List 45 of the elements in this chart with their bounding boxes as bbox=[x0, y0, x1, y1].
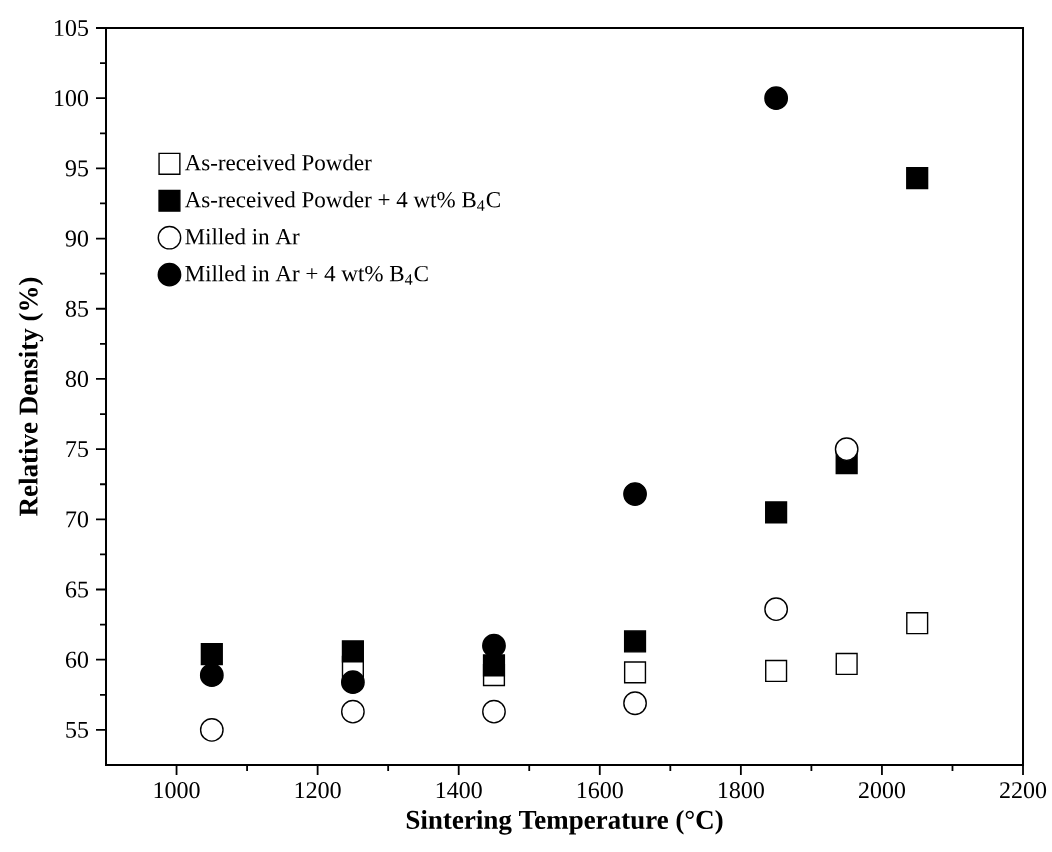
point bbox=[764, 86, 789, 111]
x-tick-label: 1800 bbox=[718, 782, 764, 799]
point bbox=[834, 437, 859, 462]
y-tick-label: 55 bbox=[66, 721, 89, 738]
point bbox=[341, 670, 365, 695]
x-tick-label: 2000 bbox=[859, 782, 906, 799]
point bbox=[765, 501, 788, 524]
point bbox=[623, 482, 647, 506]
y-tick-label: 105 bbox=[55, 19, 89, 37]
legend-label: As-received Powder bbox=[184, 154, 372, 171]
y-tick-label: 85 bbox=[65, 300, 89, 317]
y-tick-label: 90 bbox=[65, 230, 89, 247]
point bbox=[199, 663, 224, 688]
point bbox=[764, 597, 789, 622]
point bbox=[482, 654, 506, 677]
point bbox=[623, 661, 647, 684]
point bbox=[482, 633, 506, 658]
point bbox=[199, 718, 224, 742]
point bbox=[906, 167, 929, 190]
y-axis-title: Relative Density (%) bbox=[18, 277, 44, 516]
x-axis-title: Sintering Temperature (°C) bbox=[406, 810, 723, 835]
legend-label: Milled in Ar + 4 wt% B$_{4}$C bbox=[185, 265, 428, 285]
y-tick-label: 95 bbox=[65, 160, 89, 177]
point bbox=[623, 630, 647, 653]
point bbox=[835, 652, 858, 676]
point bbox=[623, 691, 647, 716]
legend-label: As-received Powder + 4 wt% B$_{4}$C bbox=[184, 191, 500, 211]
y-tick-label: 70 bbox=[66, 511, 89, 528]
point bbox=[341, 699, 365, 724]
x-tick-label: 1600 bbox=[577, 782, 623, 799]
x-tick-label: 1000 bbox=[154, 782, 200, 799]
point bbox=[200, 643, 223, 666]
y-tick-label: 60 bbox=[65, 651, 89, 668]
x-tick-label: 2200 bbox=[1000, 782, 1047, 799]
point bbox=[906, 612, 929, 635]
x-tick-label: 1200 bbox=[295, 782, 341, 799]
y-tick-label: 65 bbox=[65, 581, 89, 598]
point bbox=[765, 659, 788, 683]
point bbox=[482, 699, 506, 724]
y-tick-label: 100 bbox=[55, 90, 89, 107]
point bbox=[341, 640, 364, 663]
y-tick-label: 80 bbox=[65, 370, 89, 388]
legend-label: Milled in Ar bbox=[185, 228, 300, 245]
y-tick-label: 75 bbox=[66, 441, 89, 458]
x-tick-label: 1400 bbox=[436, 782, 482, 799]
